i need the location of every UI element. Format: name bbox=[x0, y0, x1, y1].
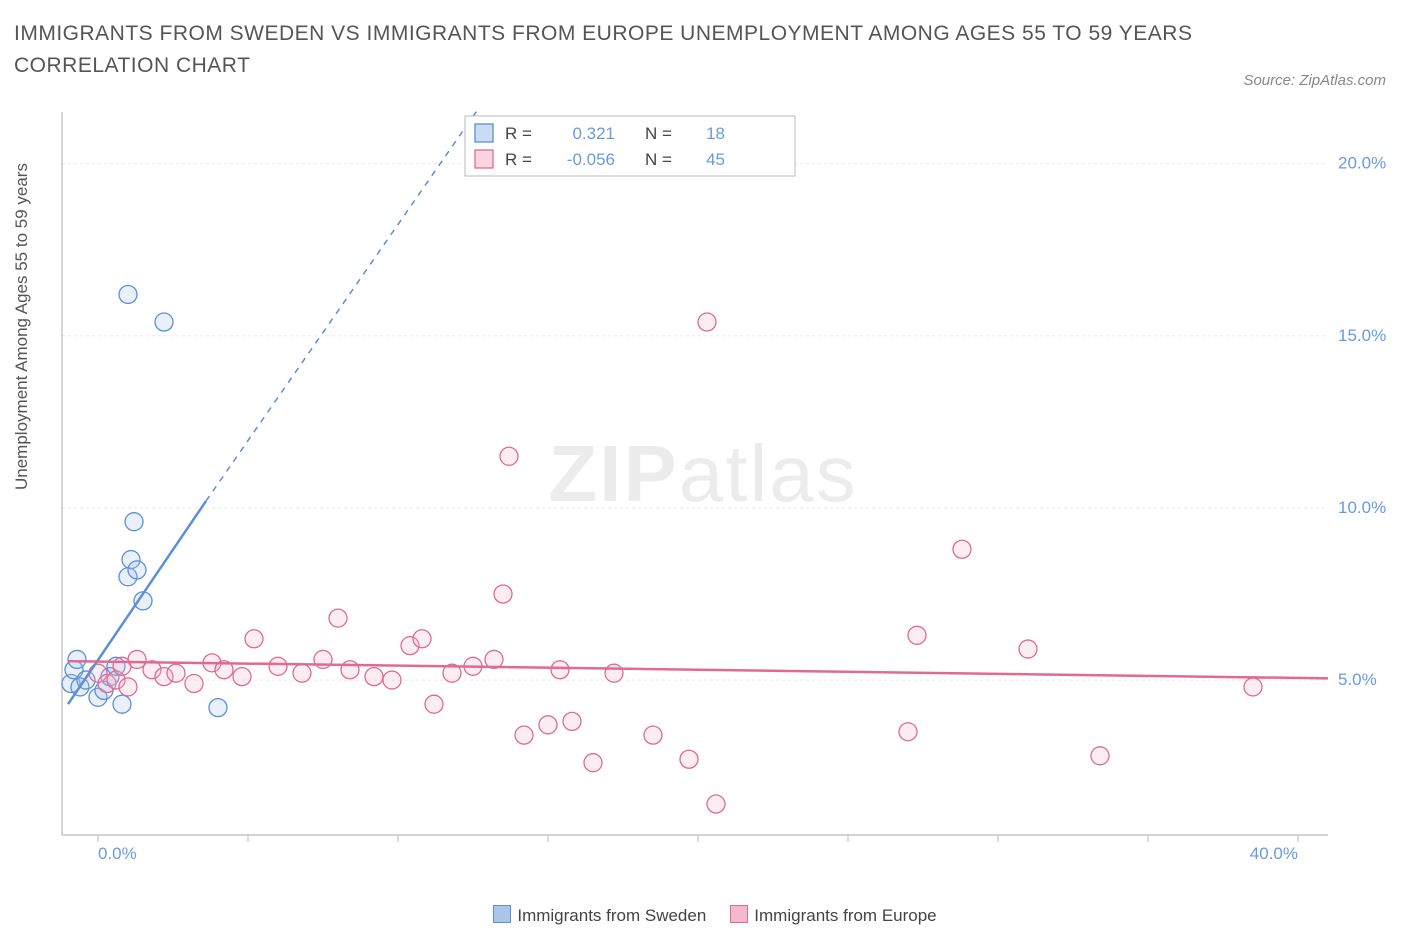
data-point bbox=[680, 750, 698, 768]
svg-text:40.0%: 40.0% bbox=[1250, 844, 1298, 863]
svg-text:R =: R = bbox=[505, 124, 532, 143]
stats-legend: R = 0.321 N = 18 R = -0.056 N = 45 bbox=[465, 116, 795, 176]
svg-text:18: 18 bbox=[706, 124, 725, 143]
data-point bbox=[365, 668, 383, 686]
data-point bbox=[953, 540, 971, 558]
data-point bbox=[341, 661, 359, 679]
data-point bbox=[269, 657, 287, 675]
data-point bbox=[293, 664, 311, 682]
svg-text:5.0%: 5.0% bbox=[1338, 670, 1377, 689]
data-point bbox=[908, 626, 926, 644]
data-point bbox=[899, 723, 917, 741]
data-point bbox=[425, 695, 443, 713]
scatter-plot: 0.0% 40.0% 5.0% 10.0% 15.0% 20.0% R = 0.321 N = 1… bbox=[60, 110, 1386, 865]
svg-text:R =: R = bbox=[505, 150, 532, 169]
data-point bbox=[500, 447, 518, 465]
legend-swatch bbox=[493, 905, 511, 923]
data-point bbox=[155, 313, 173, 331]
data-point bbox=[698, 313, 716, 331]
data-point bbox=[209, 699, 227, 717]
chart-title: IMMIGRANTS FROM SWEDEN VS IMMIGRANTS FRO… bbox=[14, 18, 1206, 81]
data-point bbox=[494, 585, 512, 603]
source-credit: Source: ZipAtlas.com bbox=[1243, 72, 1386, 89]
svg-text:15.0%: 15.0% bbox=[1338, 326, 1386, 345]
data-point bbox=[644, 726, 662, 744]
data-point bbox=[329, 609, 347, 627]
legend-label: Immigrants from Sweden bbox=[517, 906, 706, 925]
svg-text:N =: N = bbox=[645, 124, 672, 143]
svg-text:N =: N = bbox=[645, 150, 672, 169]
data-point bbox=[584, 754, 602, 772]
data-point bbox=[1244, 678, 1262, 696]
legend-label: Immigrants from Europe bbox=[754, 906, 936, 925]
data-point bbox=[68, 650, 86, 668]
y-axis-label: Unemployment Among Ages 55 to 59 years bbox=[12, 163, 32, 490]
data-point bbox=[113, 695, 131, 713]
data-point bbox=[125, 513, 143, 531]
trend-line bbox=[68, 661, 1328, 678]
data-point bbox=[539, 716, 557, 734]
svg-text:-0.056: -0.056 bbox=[567, 150, 615, 169]
data-point bbox=[119, 285, 137, 303]
data-point bbox=[245, 630, 263, 648]
data-point bbox=[1091, 747, 1109, 765]
svg-text:20.0%: 20.0% bbox=[1338, 154, 1386, 173]
data-point bbox=[605, 664, 623, 682]
svg-text:0.321: 0.321 bbox=[572, 124, 615, 143]
trend-line-extrapolated bbox=[206, 110, 488, 501]
data-point bbox=[1019, 640, 1037, 658]
data-point bbox=[128, 561, 146, 579]
data-point bbox=[515, 726, 533, 744]
data-point bbox=[551, 661, 569, 679]
data-point bbox=[167, 664, 185, 682]
data-point bbox=[413, 630, 431, 648]
data-point bbox=[707, 795, 725, 813]
data-point bbox=[185, 675, 203, 693]
data-point bbox=[563, 712, 581, 730]
data-point bbox=[233, 668, 251, 686]
legend-swatch bbox=[730, 905, 748, 923]
data-point bbox=[119, 678, 137, 696]
svg-text:45: 45 bbox=[706, 150, 725, 169]
svg-text:0.0%: 0.0% bbox=[98, 844, 137, 863]
bottom-legend: Immigrants from Sweden Immigrants from Eu… bbox=[0, 905, 1406, 926]
data-point bbox=[383, 671, 401, 689]
svg-text:10.0%: 10.0% bbox=[1338, 498, 1386, 517]
